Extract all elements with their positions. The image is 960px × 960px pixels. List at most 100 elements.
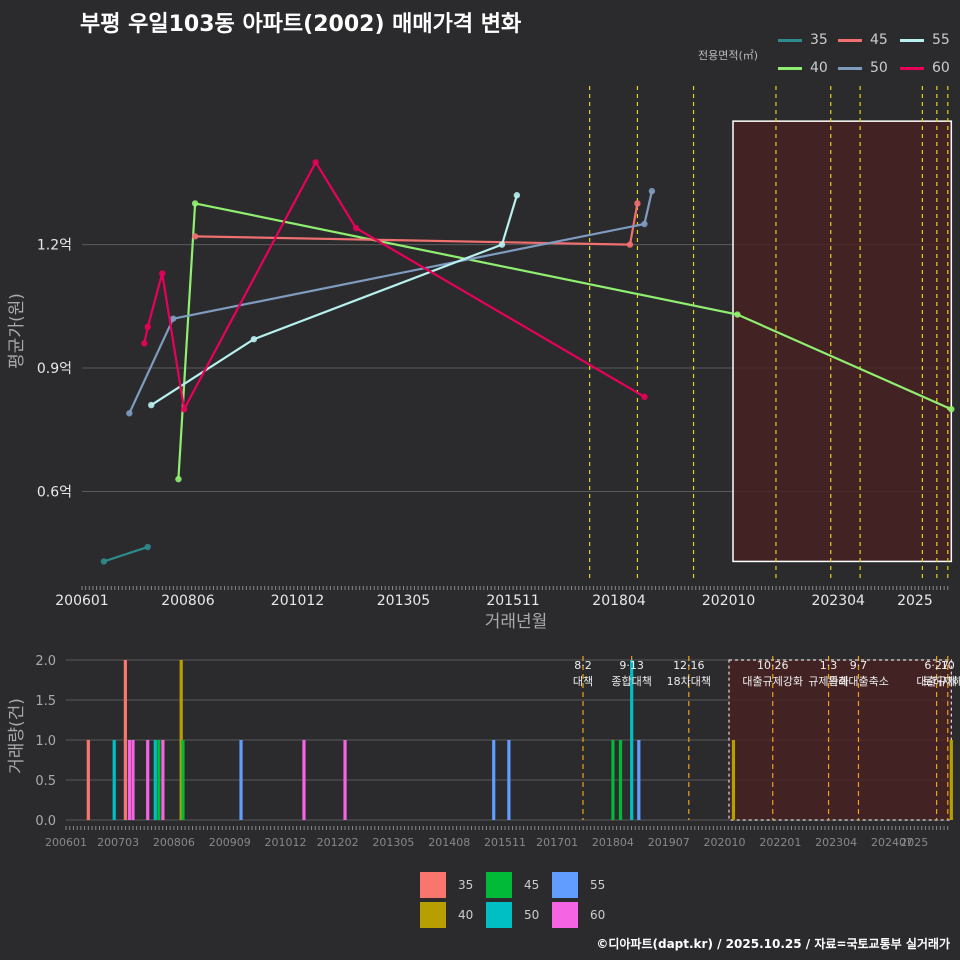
vol-bar-1 xyxy=(112,740,116,820)
point-60-3 xyxy=(180,405,188,413)
vol-bar-15 xyxy=(507,740,511,820)
legend-swatch-45 xyxy=(838,38,862,42)
credit-text: ©디아파트(dapt.kr) / 2025.10.25 / 자료=국토교통부 실… xyxy=(596,937,950,951)
legend-vol-35: 35 xyxy=(420,872,473,898)
vol-x-tick-label-12: 202010 xyxy=(704,836,746,849)
vol-bar-13 xyxy=(343,740,347,820)
vol-x-tick-label-7: 201408 xyxy=(428,836,470,849)
legend-item-40: 40 xyxy=(778,60,828,76)
policy-label-2: 18차대책 xyxy=(667,675,711,688)
legend-item-45: 45 xyxy=(838,32,888,48)
legend-vol-label-40: 40 xyxy=(458,908,474,922)
price-line-chart: 0.6억 0.9억 1.2억 200601 200806 201012 201305 2015… xyxy=(7,86,955,632)
legend-item-50: 50 xyxy=(838,60,888,76)
point-55-2 xyxy=(498,241,506,248)
point-60-2 xyxy=(159,270,166,277)
legend-swatch-55 xyxy=(900,38,924,42)
legend-swatch-40 xyxy=(778,66,802,70)
legend-volume: 35 40 45 50 55 60 xyxy=(420,872,620,928)
vol-bar-4 xyxy=(131,740,135,820)
legend-vol-swatch-50 xyxy=(486,902,512,928)
vol-x-minor-ticks xyxy=(65,826,949,830)
vol-bar-9 xyxy=(179,660,183,820)
point-60-5 xyxy=(352,224,360,232)
legend-vol-60: 60 xyxy=(552,902,605,928)
point-50-0 xyxy=(126,410,133,417)
legend-vol-50: 50 xyxy=(486,902,539,928)
vol-x-tick-label-8: 201511 xyxy=(484,836,526,849)
legend-label-50: 50 xyxy=(870,60,888,76)
highlight-box xyxy=(732,120,953,563)
x-minor-ticks xyxy=(81,586,949,590)
x-tick-label-5: 201804 xyxy=(592,593,646,609)
vol-x-tick-label-14: 202304 xyxy=(815,836,857,849)
point-60-6 xyxy=(641,393,648,401)
policy-date-5: 9·7 xyxy=(850,659,868,672)
vol-x-tick-label-2: 200806 xyxy=(153,836,195,849)
legend-vol-label-55: 55 xyxy=(590,878,606,892)
legend-vol-swatch-60 xyxy=(552,902,578,928)
series-line-55 xyxy=(150,194,518,407)
legend-vol-label-50: 50 xyxy=(524,908,540,922)
vol-y-tick-label-1: 0.5 xyxy=(35,774,56,789)
series-line-35 xyxy=(103,545,149,563)
legend-vol-swatch-35 xyxy=(420,872,446,898)
vol-bar-20 xyxy=(731,740,736,820)
vol-x-tick-label-3: 200909 xyxy=(209,836,251,849)
point-50-2 xyxy=(641,220,648,228)
legend-vol-swatch-40 xyxy=(420,902,446,928)
vol-x-tick-label-10: 201804 xyxy=(592,836,634,849)
vol-y-axis-label: 거래량(건) xyxy=(7,698,27,774)
vol-y-tick-label-2: 1.0 xyxy=(35,734,56,749)
policy-label-4: 규제완화 xyxy=(808,675,848,688)
legend-swatch-35 xyxy=(778,38,802,42)
legend-vol-40: 40 xyxy=(420,902,473,928)
vol-bar-3 xyxy=(127,740,131,820)
policy-date-0: 8·2 xyxy=(574,659,592,672)
vol-bar-10 xyxy=(181,740,185,820)
vol-highlight-box xyxy=(728,659,952,821)
vol-bar-16 xyxy=(611,740,615,820)
vol-bar-7 xyxy=(157,740,161,820)
x-tick-label-6: 202010 xyxy=(702,593,755,609)
policy-label-7: 토허제해제 xyxy=(922,674,960,688)
y-axis-label: 평균가(원) xyxy=(7,293,27,369)
legend-label-55: 55 xyxy=(932,32,950,48)
policy-label-6: 대출규제 xyxy=(916,675,956,688)
point-50-3 xyxy=(648,187,656,195)
point-40-3 xyxy=(948,405,955,413)
vol-bar-11 xyxy=(239,740,243,820)
volume-bar-chart: 0.0 0.5 1.0 1.5 2.0 8·2 대책 9·13 종합대책 12·16 18차대책 10… xyxy=(7,654,960,849)
policy-date-4: 1·3 xyxy=(820,659,838,672)
y-tick-label-0: 0.6억 xyxy=(37,484,72,500)
vol-y-tick-label-4: 2.0 xyxy=(35,654,56,669)
legend-vol-45: 45 xyxy=(486,872,539,898)
policy-date-1: 9·13 xyxy=(619,659,644,672)
legend-vol-swatch-45 xyxy=(486,872,512,898)
point-45-0 xyxy=(191,233,199,240)
policy-label-3: 대출규제강화 xyxy=(742,675,803,688)
vol-bar-17 xyxy=(618,740,623,820)
legend-title: 전용면적(㎡) xyxy=(698,49,759,62)
x-tick-label-4: 201511 xyxy=(486,593,539,609)
policy-label-1: 종합대책 xyxy=(611,675,651,688)
vol-y-tick-label-3: 1.5 xyxy=(35,694,56,709)
point-40-0 xyxy=(175,475,182,483)
legend-label-45: 45 xyxy=(870,32,888,48)
legend-area-size: 전용면적(㎡) 35 45 55 40 50 60 xyxy=(690,30,958,82)
vol-bar-19 xyxy=(637,740,641,820)
policy-label-0: 대책 xyxy=(573,675,593,688)
vol-bar-12 xyxy=(302,740,306,820)
policy-date-7: 10 xyxy=(941,659,955,672)
point-40-2 xyxy=(734,311,741,318)
x-tick-label-1: 200806 xyxy=(161,593,215,609)
legend-vol-swatch-55 xyxy=(552,872,578,898)
point-55-3 xyxy=(513,192,521,199)
vol-bar-0 xyxy=(86,740,90,820)
x-tick-label-7: 202304 xyxy=(811,593,865,609)
point-35-1 xyxy=(144,543,151,551)
legend-vol-label-35: 35 xyxy=(458,878,474,892)
vol-x-tick-label-9: 201701 xyxy=(536,836,578,849)
legend-label-40: 40 xyxy=(810,60,828,76)
legend-vol-label-60: 60 xyxy=(590,908,606,922)
